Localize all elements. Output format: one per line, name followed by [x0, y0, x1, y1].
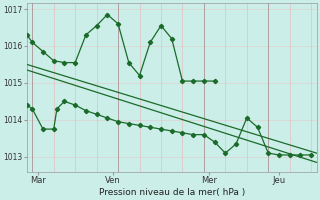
X-axis label: Pression niveau de la mer( hPa ): Pression niveau de la mer( hPa ): [99, 188, 245, 197]
